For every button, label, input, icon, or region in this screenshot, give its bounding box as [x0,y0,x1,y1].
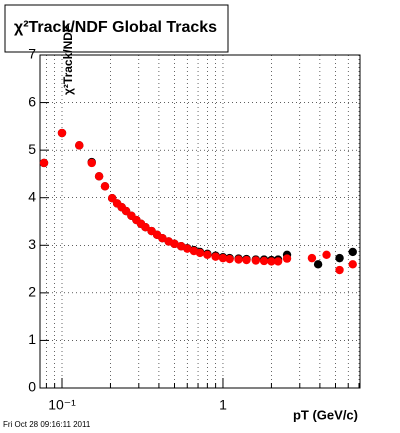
data-point [259,256,269,266]
data-point [39,158,49,168]
y-tick-label: 5 [28,141,36,157]
y-tick-label: 7 [28,46,36,62]
data-point [107,193,117,203]
data-point [307,253,317,263]
x-tick-label: 10⁻¹ [48,397,76,413]
data-point [94,172,104,181]
data-point [348,260,357,269]
data-point [141,223,150,232]
y-tick-label: 1 [28,331,36,347]
data-point [322,250,331,259]
data-point [75,141,84,150]
data-point [273,257,283,266]
data-point [170,239,179,249]
title-box [4,4,229,53]
plot-frame [39,54,361,389]
x-axis-label: pT (GeV/c) [293,407,358,422]
y-tick-label: 2 [28,284,36,300]
data-point [203,250,212,259]
data-point [335,265,344,275]
data-point [195,248,205,258]
chart-title: χ²Track/NDF Global Tracks [14,19,217,36]
data-point [218,253,228,263]
data-point [121,206,131,216]
data-point [225,254,234,264]
data-point [242,255,251,265]
y-tick-label: 6 [28,93,36,109]
data-point [313,260,323,269]
data-point [348,247,357,257]
y-tick-label: 3 [28,236,36,252]
data-point [335,253,344,263]
data-point [100,182,110,191]
data-point [158,233,167,243]
data-point [183,244,192,253]
data-point [282,254,292,263]
data-point [251,256,261,265]
data-point [267,257,276,266]
y-tick-label: 4 [28,188,36,204]
data-point [87,158,96,168]
x-tick-label: 1 [219,397,227,413]
data-point [211,252,220,261]
y-tick-label: 0 [28,379,36,395]
y-axis-label: χ²Track/NDF [61,25,75,95]
footer: Fri Oct 28 09:16:11 2011 [3,420,91,429]
data-point [234,255,243,264]
data-point [57,128,67,138]
